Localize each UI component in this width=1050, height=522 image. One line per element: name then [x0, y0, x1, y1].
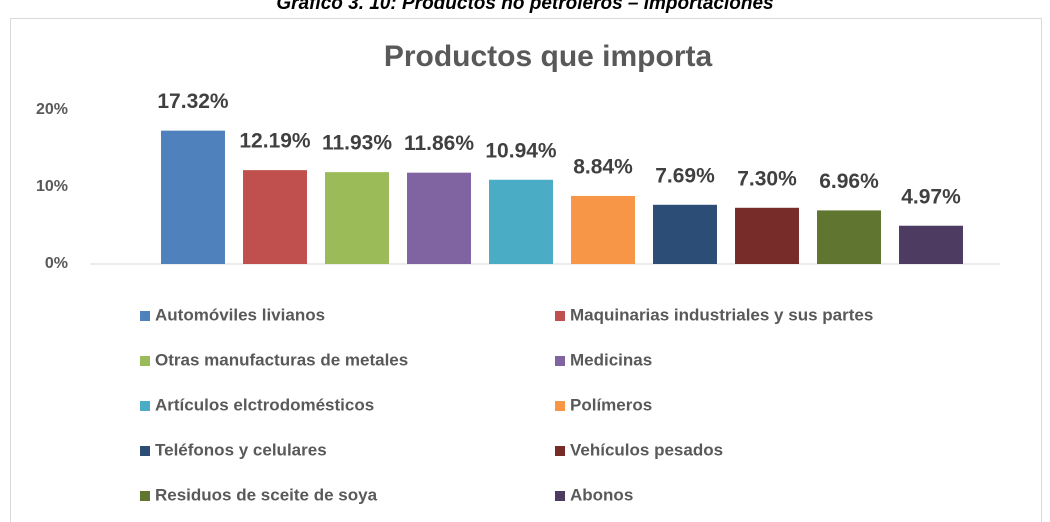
y-tick-label: 0% [45, 255, 68, 272]
legend-swatch [555, 491, 565, 501]
legend-label: Maquinarias industriales y sus partes [570, 305, 873, 324]
legend-label: Polímeros [570, 395, 652, 414]
bar [735, 207, 799, 264]
bar [571, 195, 635, 264]
y-tick-label: 10% [36, 178, 68, 195]
legend-swatch [555, 311, 565, 321]
y-tick-label: 20% [36, 101, 68, 118]
legend-swatch [140, 356, 150, 366]
legend-label: Otras manufacturas de metales [155, 350, 408, 369]
legend-label: Artículos elctrodomésticos [155, 395, 374, 414]
data-label: 12.19% [239, 130, 311, 153]
legend-label: Medicinas [570, 350, 652, 369]
legend-swatch [140, 401, 150, 411]
bar [489, 179, 553, 264]
legend-label: Residuos de sceite de soya [155, 485, 378, 504]
bar [899, 225, 963, 264]
legend-swatch [555, 401, 565, 411]
legend-swatch [555, 356, 565, 366]
data-label: 11.86% [404, 132, 474, 155]
legend-swatch [140, 491, 150, 501]
data-label: 11.93% [322, 132, 392, 155]
legend-label: Automóviles livianos [155, 305, 325, 324]
data-label: 17.32% [157, 90, 229, 113]
data-label: 7.30% [737, 167, 797, 190]
legend-swatch [555, 446, 565, 456]
bar [161, 130, 225, 264]
chart-frame [10, 18, 1042, 522]
legend-label: Vehículos pesados [570, 440, 723, 459]
bar [325, 172, 389, 264]
data-label: 6.96% [819, 170, 879, 193]
bar [243, 170, 307, 264]
bar [653, 204, 717, 264]
bar [817, 210, 881, 264]
caption: Gráfico 3. 10: Productos no petroleros –… [276, 0, 773, 14]
legend-label: Abonos [570, 485, 633, 504]
data-label: 7.69% [655, 164, 715, 187]
legend-label: Teléfonos y celulares [155, 440, 327, 459]
data-label: 10.94% [485, 139, 557, 162]
bar [407, 172, 471, 264]
data-label: 8.84% [573, 155, 633, 178]
legend-swatch [140, 446, 150, 456]
chart-title: Productos que importa [384, 40, 713, 73]
data-label: 4.97% [901, 185, 961, 208]
legend-swatch [140, 311, 150, 321]
